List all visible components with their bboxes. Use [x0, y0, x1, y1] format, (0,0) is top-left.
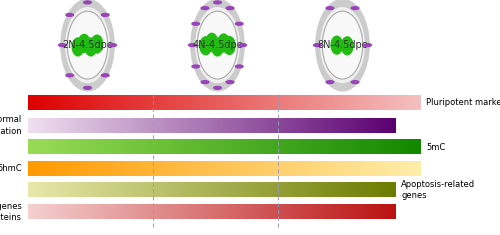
Circle shape [192, 22, 200, 25]
Circle shape [102, 74, 109, 77]
Ellipse shape [198, 11, 237, 79]
Ellipse shape [60, 0, 115, 92]
Circle shape [58, 44, 66, 47]
Circle shape [352, 7, 359, 10]
Circle shape [314, 44, 321, 47]
Text: 2N-4.5dpc: 2N-4.5dpc [62, 40, 112, 50]
Ellipse shape [342, 37, 353, 55]
Circle shape [239, 44, 246, 47]
Circle shape [84, 1, 92, 4]
Circle shape [201, 81, 208, 84]
Ellipse shape [195, 7, 240, 83]
Text: 5hmC: 5hmC [0, 164, 22, 173]
Circle shape [214, 1, 222, 4]
Circle shape [188, 44, 196, 47]
Ellipse shape [65, 7, 110, 83]
Text: H3K27me3 abnormal
localization: H3K27me3 abnormal localization [0, 115, 22, 136]
Circle shape [66, 74, 74, 77]
Circle shape [192, 65, 200, 68]
Ellipse shape [72, 38, 84, 56]
Text: Apoptosis-related
genes: Apoptosis-related genes [401, 180, 475, 200]
Ellipse shape [200, 37, 211, 55]
Circle shape [201, 7, 208, 10]
Text: 4N-4.5dpc: 4N-4.5dpc [192, 40, 242, 50]
Ellipse shape [212, 38, 223, 56]
Text: Pluripotent markers: Pluripotent markers [426, 98, 500, 107]
Circle shape [364, 44, 372, 47]
Text: 8N-4.5dpc: 8N-4.5dpc [318, 40, 368, 50]
Ellipse shape [206, 33, 218, 51]
Ellipse shape [320, 7, 365, 83]
Circle shape [326, 7, 334, 10]
Circle shape [352, 81, 359, 84]
Ellipse shape [315, 0, 370, 92]
Ellipse shape [78, 34, 90, 52]
Circle shape [109, 44, 116, 47]
Text: Autophagy-related genes
and proteins: Autophagy-related genes and proteins [0, 202, 22, 222]
Circle shape [84, 86, 92, 89]
Ellipse shape [85, 38, 96, 56]
Ellipse shape [190, 0, 245, 92]
Circle shape [226, 81, 234, 84]
Circle shape [66, 13, 74, 16]
Ellipse shape [224, 37, 235, 55]
Circle shape [326, 81, 334, 84]
Ellipse shape [68, 11, 108, 79]
Text: 5mC: 5mC [426, 143, 446, 152]
Circle shape [102, 13, 109, 16]
Circle shape [226, 7, 234, 10]
Circle shape [236, 22, 243, 25]
Ellipse shape [331, 36, 342, 54]
Circle shape [214, 86, 222, 89]
Ellipse shape [92, 35, 102, 53]
Ellipse shape [322, 11, 362, 79]
Circle shape [236, 65, 243, 68]
Ellipse shape [218, 34, 230, 52]
